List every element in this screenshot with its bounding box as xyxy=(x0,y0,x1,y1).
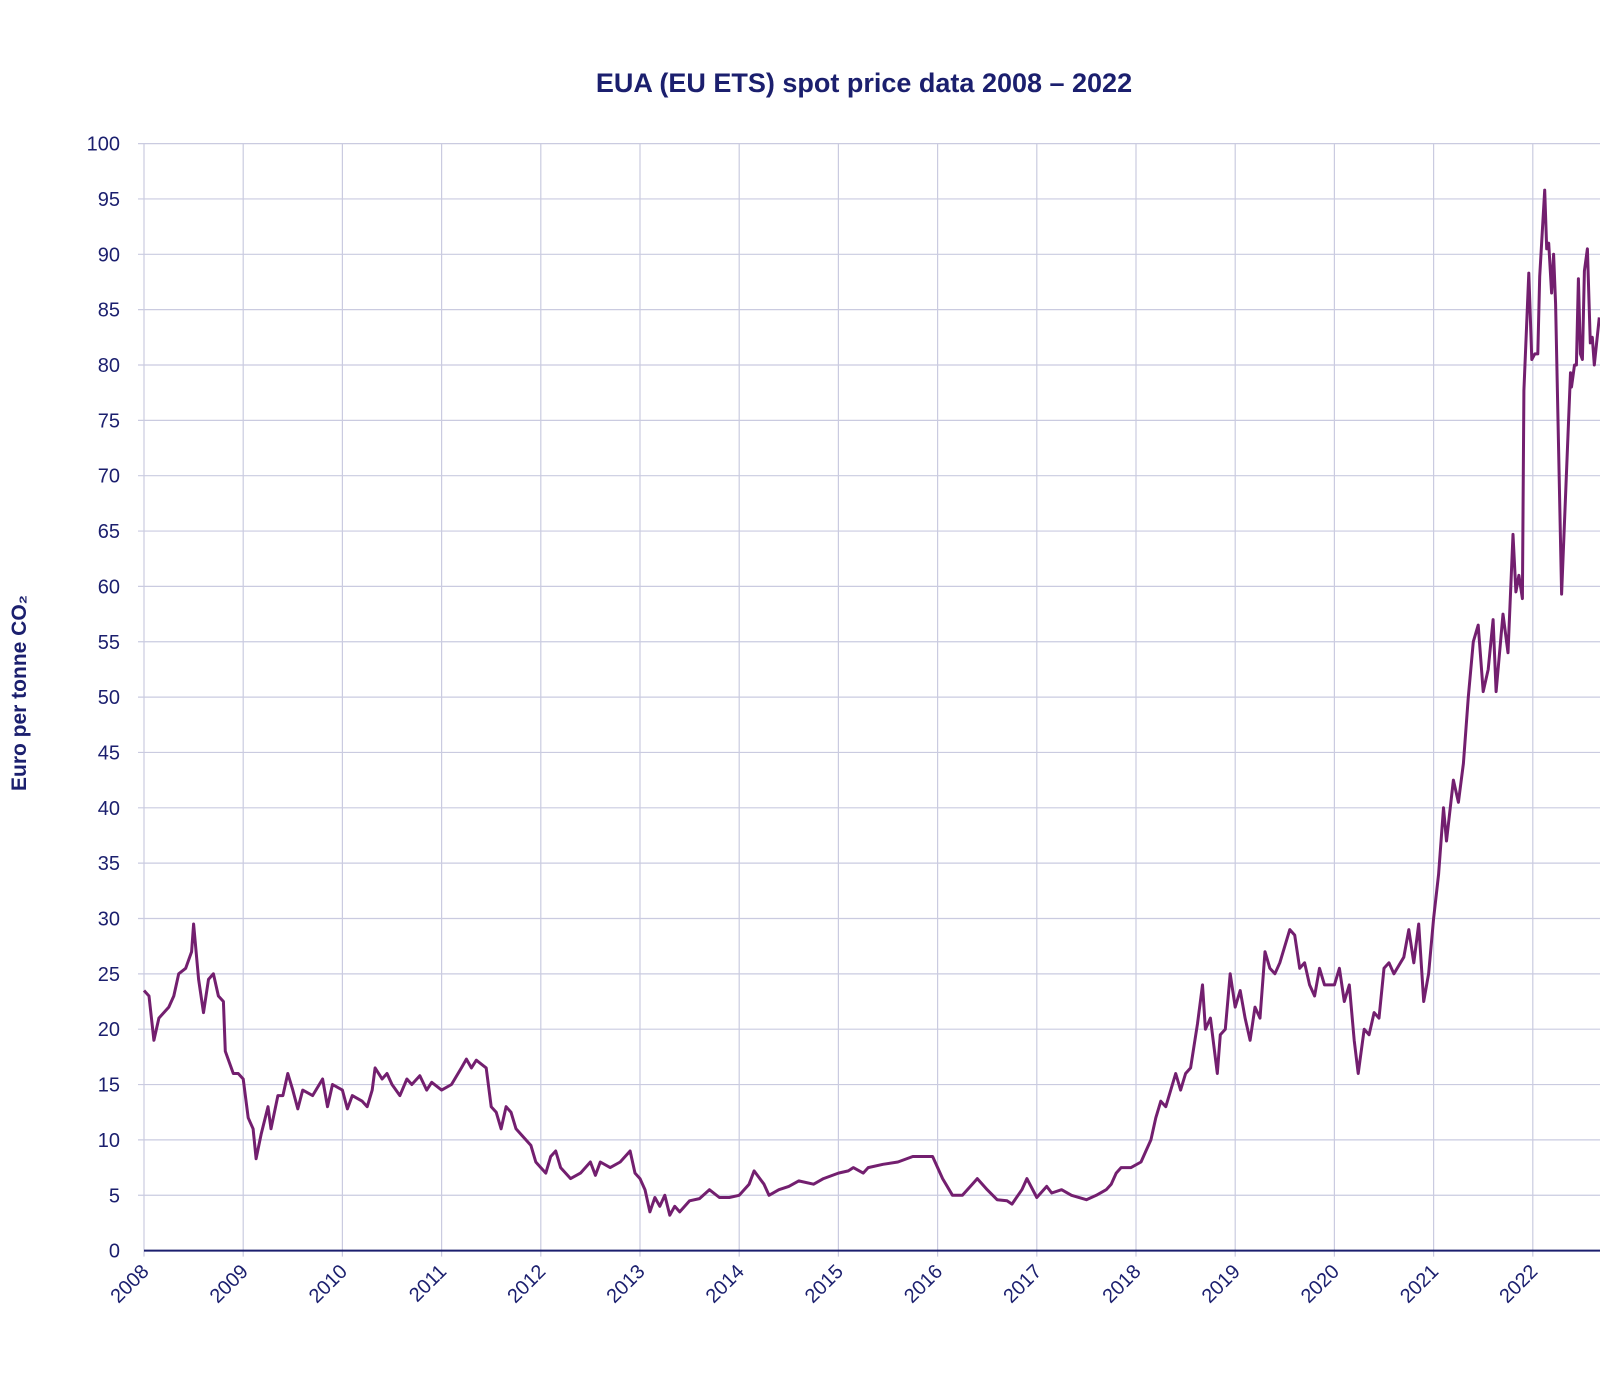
x-tick-label: 2014 xyxy=(702,1261,749,1308)
y-tick-label: 30 xyxy=(98,909,120,931)
y-tick-label: 50 xyxy=(98,687,120,709)
y-tick-label: 65 xyxy=(98,521,120,543)
y-tick-label: 35 xyxy=(98,853,120,875)
price-series-line xyxy=(142,188,1600,1217)
y-tick-label: 60 xyxy=(98,576,120,598)
y-tick-label: 80 xyxy=(98,355,120,377)
grid xyxy=(138,143,1600,1257)
y-tick-label: 90 xyxy=(98,244,120,266)
y-tick-label: 75 xyxy=(98,410,120,432)
y-tick-label: 95 xyxy=(98,189,120,211)
series-group xyxy=(142,188,1600,1217)
x-tick-label: 2009 xyxy=(206,1261,253,1308)
x-tick-label: 2011 xyxy=(405,1261,451,1307)
x-tick-label: 2010 xyxy=(305,1261,352,1308)
y-axis-label: Euro per tonne CO₂ xyxy=(8,595,31,791)
x-tick-label: 2015 xyxy=(801,1261,848,1308)
x-tick-label: 2012 xyxy=(503,1261,550,1308)
y-tick-label: 100 xyxy=(87,134,120,156)
y-tick-label: 70 xyxy=(98,466,120,488)
y-tick-label: 10 xyxy=(98,1130,120,1152)
x-tick-label: 2020 xyxy=(1297,1261,1344,1308)
y-tick-label: 45 xyxy=(98,742,120,764)
y-tick-label: 15 xyxy=(98,1075,120,1097)
x-tick-label: 2018 xyxy=(1099,1261,1146,1308)
y-tick-label: 25 xyxy=(98,964,120,986)
y-tick-label: 5 xyxy=(109,1185,120,1207)
x-tick-label: 2022 xyxy=(1495,1261,1542,1308)
x-tick-label: 2019 xyxy=(1198,1261,1245,1308)
x-tick-label: 2016 xyxy=(900,1261,947,1308)
y-tick-label: 40 xyxy=(98,798,120,820)
x-tick-label: 2021 xyxy=(1396,1261,1443,1308)
y-tick-label: 85 xyxy=(98,300,120,322)
x-tick-label: 2013 xyxy=(603,1261,650,1308)
y-tick-label: 0 xyxy=(109,1241,120,1263)
y-tick-label: 20 xyxy=(98,1019,120,1041)
x-tick-label: 2008 xyxy=(107,1261,154,1308)
y-tick-label: 55 xyxy=(98,632,120,654)
chart-title: EUA (EU ETS) spot price data 2008 – 2022 xyxy=(596,68,1132,98)
x-tick-label: 2017 xyxy=(999,1261,1046,1308)
